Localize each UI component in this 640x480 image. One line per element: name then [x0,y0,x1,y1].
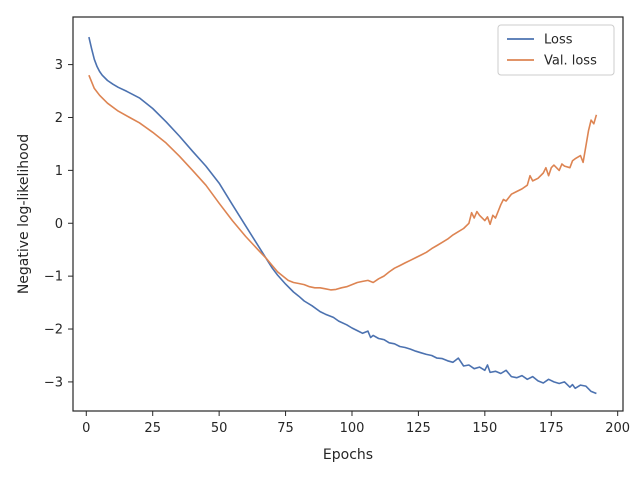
x-tick-label: 200 [605,421,630,436]
y-tick-label: 3 [55,58,63,73]
y-axis-label: Negative log-likelihood [16,134,32,294]
legend-box [497,24,615,76]
x-tick-label: 125 [406,421,431,436]
series-layer [88,36,598,395]
x-tick-label: 75 [277,421,294,436]
y-tick-label: −3 [44,375,63,390]
ticks-layer: 0 25 50 75 100 125 150 175 200 −3 −2 −1 0 1 2 3 [44,58,630,436]
legend-label: Val. loss [544,54,597,69]
y-tick-label: −1 [44,270,63,285]
x-tick-label: 50 [211,421,228,436]
y-tick-label: −2 [44,323,63,338]
y-tick-label: 1 [55,164,63,179]
x-tick-label: 25 [144,421,161,436]
x-tick-label: 0 [82,421,90,436]
legend: Loss Val. loss [497,24,615,76]
series-line-loss [88,36,597,395]
legend-label: Loss [544,33,573,48]
x-tick-label: 150 [472,421,497,436]
x-axis-label: Epochs [323,447,373,463]
series-line-val-loss [88,74,598,291]
y-tick-label: 0 [55,217,63,232]
x-tick-label: 175 [539,421,564,436]
axes-frame [72,16,624,412]
x-tick-label: 100 [340,421,365,436]
y-tick-label: 2 [55,111,63,126]
